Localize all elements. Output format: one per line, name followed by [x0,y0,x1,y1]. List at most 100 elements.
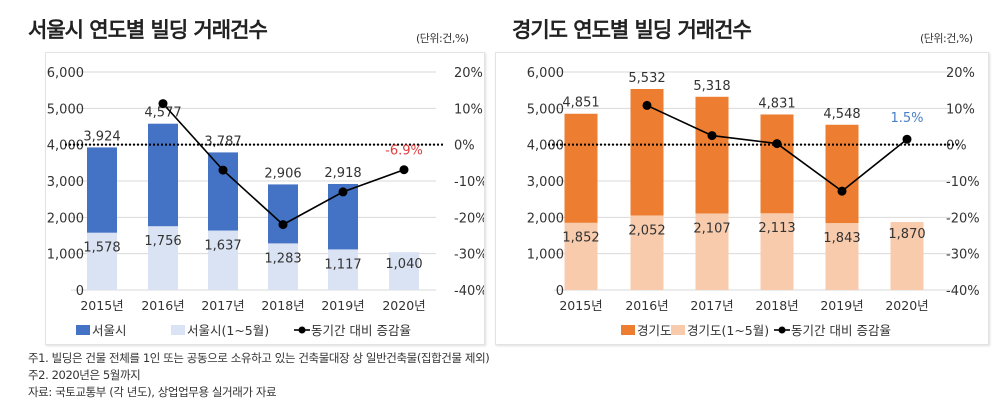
data-label-jan-may: 1,283 [264,251,301,266]
bar-jan-may [87,232,117,290]
chart-gyeonggi: 0 -40% 1,000 -30% 2,000 -20% 3,000 -10% 4,000 0% 5… [527,66,980,338]
rate-highlight-label: 1.5% [890,111,923,126]
y2-tick-label: -10% [946,175,980,190]
chart-title-seoul: 서울시 연도별 빌딩 거래건수 [28,18,268,42]
unit-label-seoul: (단위:건,%) [416,32,469,45]
bar-jan-may [389,252,419,290]
data-label-total: 4,577 [144,106,181,121]
footnote: 주2. 2020년은 5월까지 [28,368,141,382]
legend-label-total: 서울시 [92,323,127,338]
y2-tick-label: -20% [454,211,484,226]
y-tick-label: 3,000 [527,175,564,190]
rate-point [218,165,228,175]
bar-jan-may [630,215,664,290]
y2-tick-label: 0% [454,139,475,154]
y-tick-label: 2,000 [527,211,564,226]
rate-point [399,165,409,175]
data-label-total: 3,924 [83,129,120,144]
chart-panel-gyeonggi: 0 -40% 1,000 -30% 2,000 -20% 3,000 -10% 4,000 0% 5… [495,52,989,345]
unit-label-gyeonggi: (단위:건,%) [920,32,973,45]
bar-jan-may [148,226,178,290]
legend-label-rate: 동기간 대비 증감율 [791,323,891,338]
y2-tick-label: -30% [454,248,484,263]
x-tick-label: 2015년 [80,298,123,313]
data-label-total: 4,831 [758,96,795,111]
footnote: 자료: 국토교통부 (각 년도), 상업업무용 실거래가 자료 [28,385,277,399]
bar-jan-may [208,230,238,290]
data-label-total: 2,906 [264,166,301,181]
bar-jan-may [890,222,924,290]
bar-jan-may [695,213,729,290]
chart-seoul: 0 -40% 1,000 -30% 2,000 -20% 3,000 -10% 4,000 0% 5… [47,66,484,338]
y-tick-label: 6,000 [47,66,84,81]
y-tick-label: 2,000 [47,211,84,226]
rate-point [707,131,717,141]
data-label-jan-may: 2,113 [758,221,795,236]
x-tick-label: 2019년 [820,298,863,313]
y2-tick-label: -30% [946,248,980,263]
x-tick-label: 2018년 [755,298,798,313]
data-label-jan-may: 1,117 [324,257,361,272]
rate-point [278,220,288,230]
legend-label-jan-may: 서울시(1~5월) [187,323,269,338]
data-label-jan-may: 2,052 [628,223,665,238]
rate-point [902,134,912,144]
y2-tick-label: 10% [454,102,483,117]
rate-point [772,139,782,149]
y-tick-label: 3,000 [47,175,84,190]
y-tick-label: 0 [76,284,84,299]
y-tick-label: 6,000 [527,66,564,81]
data-label-total: 2,918 [324,166,361,181]
x-tick-label: 2020년 [382,298,425,313]
x-tick-label: 2016년 [625,298,668,313]
y-tick-label: 1,000 [47,248,84,263]
y-tick-label: 4,000 [47,139,84,154]
footnotes: 주1. 빌딩은 건물 전체를 1인 또는 공동으로 소유하고 있는 건축물대장 … [28,350,490,401]
y-tick-label: 5,000 [47,102,84,117]
rate-point [837,186,847,196]
data-label-jan-may: 2,107 [693,221,730,236]
legend-label-rate: 동기간 대비 증감율 [311,323,411,338]
bar-jan-may [564,222,598,290]
data-label-total: 5,318 [693,79,730,94]
x-tick-label: 2017년 [690,298,733,313]
x-tick-label: 2017년 [201,298,244,313]
legend-label-total: 경기도 [637,323,672,338]
data-label-jan-may: 1,852 [562,231,599,246]
legend-swatch-jan-may [671,325,685,335]
data-label-jan-may: 1,756 [144,234,181,249]
rate-highlight-label: -6.9% [385,144,423,159]
data-label-total: 5,532 [628,71,665,86]
data-label-total: 4,548 [823,107,860,122]
y-tick-label: 5,000 [527,102,564,117]
x-tick-label: 2019년 [321,298,364,313]
legend-swatch-jan-may [171,325,185,335]
y2-tick-label: -40% [946,284,980,299]
data-label-total: 4,851 [562,96,599,111]
y2-tick-label: 20% [946,66,975,81]
data-label-jan-may: 1,578 [83,241,120,256]
legend-swatch-total [621,325,635,335]
y2-tick-label: 20% [454,66,483,81]
y2-tick-label: -10% [454,175,484,190]
rate-point [338,187,348,197]
chart-title-gyeonggi: 경기도 연도별 빌딩 거래건수 [512,18,752,42]
y2-tick-label: 10% [946,102,975,117]
legend-marker-rate [298,326,306,334]
y-tick-label: 0 [556,284,564,299]
y-tick-label: 1,000 [527,248,564,263]
data-label-jan-may: 1,637 [204,239,241,254]
data-label-jan-may: 1,040 [385,257,422,272]
y2-tick-label: -20% [946,211,980,226]
bar-jan-may [268,243,298,290]
bar-jan-may [760,213,794,290]
data-label-jan-may: 1,843 [823,231,860,246]
x-tick-label: 2020년 [885,298,928,313]
x-tick-label: 2015년 [559,298,602,313]
bar-jan-may [328,249,358,290]
legend-swatch-total [76,325,90,335]
y2-tick-label: -40% [454,284,484,299]
y2-tick-label: 0% [946,139,967,154]
x-tick-label: 2016년 [141,298,184,313]
rate-point [642,100,652,110]
